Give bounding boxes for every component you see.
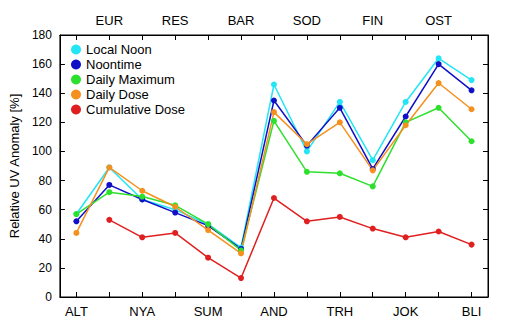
svg-text:Daily Maximum: Daily Maximum — [86, 72, 175, 87]
svg-text:ALT: ALT — [65, 304, 88, 319]
svg-text:20: 20 — [39, 261, 53, 275]
svg-text:BLI: BLI — [462, 304, 482, 319]
svg-text:80: 80 — [39, 174, 53, 188]
svg-text:NYA: NYA — [129, 304, 155, 319]
svg-text:0: 0 — [45, 290, 52, 304]
svg-text:Cumulative Dose: Cumulative Dose — [86, 102, 185, 117]
svg-text:120: 120 — [32, 115, 52, 129]
svg-text:Daily Dose: Daily Dose — [86, 87, 149, 102]
svg-text:Local Noon: Local Noon — [86, 42, 152, 57]
svg-text:OST: OST — [425, 13, 452, 28]
svg-text:AND: AND — [260, 304, 287, 319]
svg-text:40: 40 — [39, 232, 53, 246]
svg-text:TRH: TRH — [326, 304, 353, 319]
svg-text:SOD: SOD — [293, 13, 321, 28]
svg-text:60: 60 — [39, 203, 53, 217]
svg-text:140: 140 — [32, 86, 52, 100]
svg-text:JOK: JOK — [393, 304, 419, 319]
svg-text:Relative UV Anomaly [%]: Relative UV Anomaly [%] — [7, 94, 22, 239]
svg-text:FIN: FIN — [362, 13, 383, 28]
svg-text:RES: RES — [162, 13, 189, 28]
svg-text:SUM: SUM — [194, 304, 223, 319]
svg-text:BAR: BAR — [228, 13, 255, 28]
svg-text:180: 180 — [32, 28, 52, 42]
svg-text:EUR: EUR — [96, 13, 123, 28]
svg-text:100: 100 — [32, 144, 52, 158]
svg-text:Noontime: Noontime — [86, 57, 142, 72]
svg-text:160: 160 — [32, 57, 52, 71]
